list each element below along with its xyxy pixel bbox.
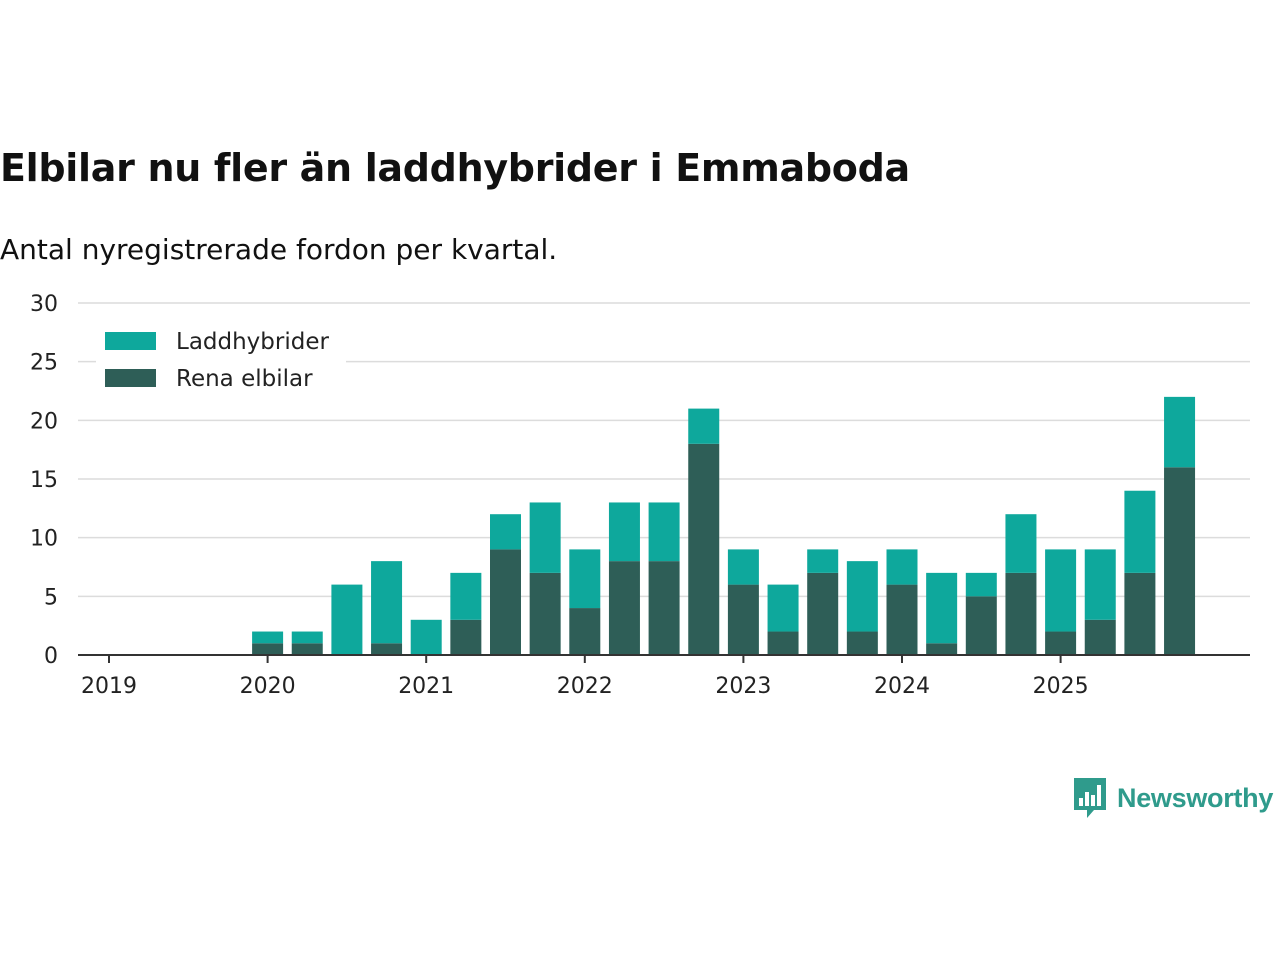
chart-title: Elbilar nu fler än laddhybrider i Emmabo… — [0, 146, 910, 190]
bar-laddhybrider — [926, 572, 958, 644]
bar-laddhybrider — [965, 572, 997, 597]
bar-laddhybrider — [807, 549, 839, 573]
bar-rena-elbilar — [608, 561, 640, 655]
y-tick-label: 25 — [30, 351, 58, 376]
bar-rena-elbilar — [569, 608, 601, 655]
bar-rena-elbilar — [529, 572, 561, 655]
bar-laddhybrider — [331, 584, 363, 655]
y-tick-label: 10 — [30, 527, 58, 552]
legend-label: Laddhybrider — [176, 329, 329, 355]
bar-laddhybrider — [450, 572, 482, 620]
legend: Laddhybrider Rena elbilar — [96, 322, 346, 396]
bar-rena-elbilar — [688, 443, 720, 655]
bar-rena-elbilar — [926, 643, 958, 655]
bar-rena-elbilar — [490, 549, 521, 655]
y-tick-label: 0 — [44, 644, 58, 669]
bar-rena-elbilar — [1005, 572, 1037, 655]
bar-rena-elbilar — [371, 643, 403, 655]
bar-rena-elbilar — [1164, 467, 1196, 655]
x-tick-label: 2021 — [398, 674, 454, 699]
newsworthy-brand[interactable]: Newsworthy — [1072, 776, 1273, 820]
bar-laddhybrider — [410, 619, 442, 655]
bar-rena-elbilar — [450, 619, 482, 655]
x-tick-label: 2019 — [81, 674, 137, 699]
y-axis-ticks: 0 5 10 15 20 25 30 — [30, 292, 58, 669]
bar-laddhybrider — [1124, 490, 1156, 573]
bar-laddhybrider — [608, 502, 640, 562]
bar-laddhybrider — [1084, 549, 1116, 620]
y-tick-label: 5 — [44, 585, 58, 610]
bar-rena-elbilar — [1084, 619, 1116, 655]
bar-laddhybrider — [529, 502, 561, 573]
bar-laddhybrider — [767, 584, 799, 632]
x-tick-label: 2025 — [1033, 674, 1089, 699]
bar-laddhybrider — [886, 549, 918, 585]
bar-rena-elbilar — [291, 643, 323, 655]
bar-laddhybrider — [291, 631, 323, 644]
legend-swatch — [105, 369, 156, 387]
bar-rena-elbilar — [727, 584, 759, 655]
bar-rena-elbilar — [1045, 631, 1077, 655]
legend-label: Rena elbilar — [176, 366, 313, 392]
bar-rena-elbilar — [807, 572, 839, 655]
x-tick-label: 2022 — [557, 674, 613, 699]
x-axis: 2019 2020 2021 2022 2023 2024 2025 — [78, 654, 1250, 699]
bar-laddhybrider — [371, 561, 403, 644]
x-tick-label: 2023 — [715, 674, 771, 699]
bars — [252, 396, 1196, 655]
bar-laddhybrider — [688, 408, 720, 444]
bar-laddhybrider — [1045, 549, 1077, 632]
x-tick-label: 2020 — [240, 674, 296, 699]
bar-laddhybrider — [490, 514, 521, 550]
newsworthy-logo-icon — [1074, 778, 1106, 818]
bar-rena-elbilar — [767, 631, 799, 655]
bar-laddhybrider — [727, 549, 759, 585]
bar-laddhybrider — [252, 631, 284, 644]
y-tick-label: 15 — [30, 468, 58, 493]
bar-rena-elbilar — [1124, 572, 1156, 655]
bar-laddhybrider — [1164, 396, 1196, 468]
bar-rena-elbilar — [846, 631, 878, 655]
bar-rena-elbilar — [648, 561, 680, 655]
bar-laddhybrider — [648, 502, 680, 562]
bar-laddhybrider — [569, 549, 601, 609]
chart-subtitle: Antal nyregistrerade fordon per kvartal. — [0, 233, 558, 266]
bar-rena-elbilar — [252, 643, 284, 655]
legend-swatch — [105, 332, 156, 350]
bar-rena-elbilar — [965, 596, 997, 655]
x-tick-label: 2024 — [874, 674, 930, 699]
y-tick-label: 20 — [30, 409, 58, 434]
bar-rena-elbilar — [886, 584, 918, 655]
bar-laddhybrider — [1005, 514, 1037, 573]
brand-name: Newsworthy — [1117, 782, 1274, 813]
bar-laddhybrider — [846, 561, 878, 632]
y-tick-label: 30 — [30, 292, 58, 317]
